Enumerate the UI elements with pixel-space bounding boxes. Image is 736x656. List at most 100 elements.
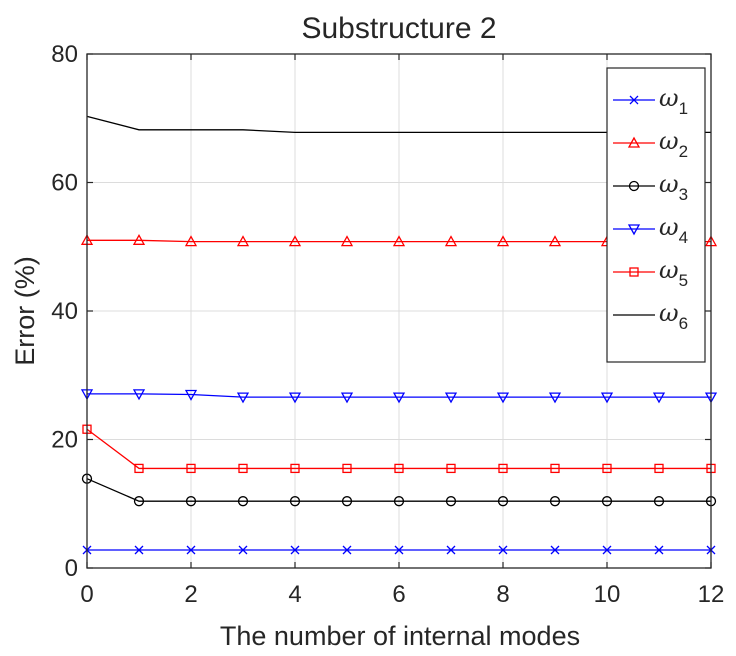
legend-subscript: 2 bbox=[679, 142, 688, 161]
data-point bbox=[393, 496, 405, 507]
data-point bbox=[652, 392, 666, 404]
data-point bbox=[602, 545, 612, 555]
x-axis-label: The number of internal modes bbox=[220, 621, 580, 651]
x-tick-label: 10 bbox=[594, 581, 621, 608]
data-point bbox=[549, 496, 561, 507]
data-point bbox=[446, 463, 456, 474]
data-point bbox=[237, 496, 249, 507]
data-point bbox=[444, 235, 458, 247]
y-tick-label: 0 bbox=[65, 555, 78, 582]
x-tick-label: 6 bbox=[392, 581, 405, 608]
legend-label: ω5 bbox=[659, 256, 688, 290]
legend-entry: ω6 bbox=[613, 299, 688, 333]
x-tick-label: 0 bbox=[80, 581, 93, 608]
data-point bbox=[629, 95, 639, 105]
legend-symbol: ω bbox=[659, 170, 679, 198]
data-point bbox=[602, 463, 612, 474]
series-line bbox=[86, 428, 711, 470]
data-point bbox=[340, 392, 354, 404]
legend-entry: ω5 bbox=[613, 256, 688, 290]
legend-symbol: ω bbox=[659, 84, 679, 112]
data-point bbox=[184, 235, 198, 247]
data-point bbox=[238, 545, 248, 555]
data-point bbox=[186, 463, 196, 474]
x-tick-label: 8 bbox=[496, 581, 509, 608]
data-point bbox=[238, 463, 248, 474]
legend-entry: ω2 bbox=[613, 127, 688, 161]
data-point bbox=[628, 180, 640, 192]
data-point bbox=[184, 389, 198, 401]
data-point bbox=[236, 392, 250, 404]
series-line bbox=[87, 393, 711, 398]
data-point bbox=[392, 235, 406, 247]
data-point bbox=[340, 235, 354, 247]
data-point bbox=[550, 545, 560, 555]
data-point bbox=[134, 463, 144, 474]
data-point bbox=[498, 545, 508, 555]
data-point bbox=[498, 463, 508, 474]
data-point bbox=[627, 224, 641, 236]
data-point bbox=[548, 235, 562, 247]
data-point bbox=[289, 496, 301, 507]
series-3 bbox=[81, 473, 717, 507]
legend-symbol: ω bbox=[659, 299, 679, 327]
y-tick-label: 40 bbox=[51, 298, 78, 325]
legend-subscript: 1 bbox=[679, 99, 688, 118]
data-point bbox=[290, 463, 300, 474]
legend-label: ω6 bbox=[659, 299, 688, 333]
data-point bbox=[548, 392, 562, 404]
legend-subscript: 5 bbox=[679, 271, 688, 290]
legend-symbol: ω bbox=[659, 213, 679, 241]
y-axis-label: Error (%) bbox=[10, 256, 40, 366]
data-point bbox=[444, 392, 458, 404]
data-point bbox=[445, 496, 457, 507]
legend-entry: ω3 bbox=[613, 170, 688, 204]
data-point bbox=[654, 545, 664, 555]
legend-label: ω4 bbox=[659, 213, 688, 247]
data-point bbox=[653, 496, 665, 507]
data-point bbox=[497, 496, 509, 507]
y-tick-label: 20 bbox=[51, 427, 78, 454]
data-point bbox=[341, 496, 353, 507]
data-point bbox=[236, 235, 250, 247]
data-point bbox=[629, 267, 639, 277]
legend-subscript: 4 bbox=[679, 228, 688, 247]
legend-subscript: 6 bbox=[679, 314, 688, 333]
data-point bbox=[446, 545, 456, 555]
data-point bbox=[134, 545, 144, 555]
data-point bbox=[186, 545, 196, 555]
chart-title: Substructure 2 bbox=[301, 12, 496, 45]
legend-subscript: 3 bbox=[679, 185, 688, 204]
y-tick-label: 60 bbox=[51, 170, 78, 197]
data-point bbox=[550, 463, 560, 474]
x-tick-label: 4 bbox=[288, 581, 301, 608]
data-point bbox=[496, 392, 510, 404]
x-tick-label: 2 bbox=[184, 581, 197, 608]
data-point bbox=[627, 136, 641, 148]
data-point bbox=[600, 392, 614, 404]
series-line bbox=[86, 478, 711, 502]
data-point bbox=[132, 389, 146, 401]
series-4 bbox=[80, 389, 718, 404]
data-point bbox=[392, 392, 406, 404]
data-point bbox=[185, 496, 197, 507]
legend-symbol: ω bbox=[659, 127, 679, 155]
y-tick-label: 80 bbox=[51, 41, 78, 68]
legend-entry: ω4 bbox=[613, 213, 688, 247]
data-point bbox=[132, 233, 146, 245]
data-point bbox=[288, 235, 302, 247]
data-point bbox=[654, 463, 664, 474]
data-point bbox=[394, 545, 404, 555]
x-tick-label: 12 bbox=[698, 581, 725, 608]
legend-label: ω2 bbox=[659, 127, 688, 161]
data-point bbox=[601, 496, 613, 507]
data-point bbox=[394, 463, 404, 474]
data-point bbox=[342, 463, 352, 474]
data-point bbox=[133, 496, 145, 507]
data-point bbox=[342, 545, 352, 555]
legend-box bbox=[606, 67, 706, 363]
data-point bbox=[496, 235, 510, 247]
